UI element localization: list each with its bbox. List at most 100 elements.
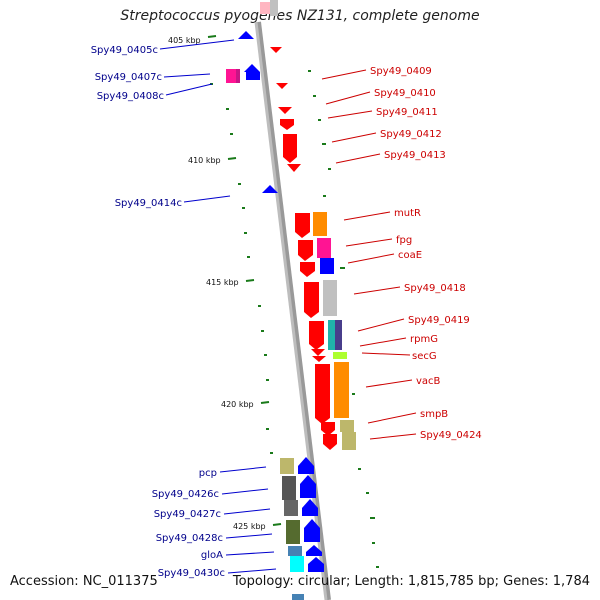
gene-spy49-0430c[interactable] [290,556,304,572]
gene-mutr-orange [313,212,327,236]
gene-label-vacb[interactable]: vacB [416,376,441,387]
gc-marker [323,195,326,197]
gene-pcp[interactable] [280,458,294,474]
tick-mark [207,35,217,38]
gene-label-spy49-0409[interactable]: Spy49_0409 [370,66,432,77]
gene-label-spy49-0410[interactable]: Spy49_0410 [374,88,436,99]
leader-line [369,433,417,440]
gene-spy49-0410[interactable] [276,83,288,89]
gene-label-spy49-0418[interactable]: Spy49_0418 [404,283,466,294]
gene-spy49-0414c[interactable] [262,185,278,193]
tick-label: 420 kbp [221,400,254,409]
gene-label-spy49-0414c[interactable]: Spy49_0414c [115,198,182,209]
tick-mark [227,157,237,160]
gene-vacb[interactable] [315,364,330,424]
gene-spy49-0424-khaki [342,432,356,450]
gene-spy49-0409[interactable] [270,47,282,53]
leader-line [183,195,231,203]
gene-label-spy49-0430c[interactable]: Spy49_0430c [158,568,225,579]
gene-label-spy49-0407c[interactable]: Spy49_0407c [95,72,162,83]
gene-label-gloa[interactable]: gloA [201,550,223,561]
gc-marker [366,492,369,494]
gene-label-fpg[interactable]: fpg [396,235,412,246]
gene-pcp-arrow [298,457,314,474]
gene-secg-green [333,352,347,359]
gene-rpmg[interactable] [311,349,325,356]
gene-coae[interactable] [300,262,315,277]
gene-label-smpb[interactable]: smpB [420,409,448,420]
gc-markers [210,70,379,568]
gene-coae-blue [320,258,334,274]
leader-line [365,379,413,388]
left-leaders [159,39,277,574]
gene-spy49-0411[interactable] [278,107,292,114]
gene-spy49-0430c-arrow [308,557,324,572]
gene-label-rpmg[interactable]: rpmG [410,334,438,345]
gene-spy49-0428c[interactable] [286,520,300,544]
gc-marker [313,95,316,97]
leader-line [335,153,381,164]
gc-marker [266,379,269,381]
gene-label-spy49-0426c[interactable]: Spy49_0426c [152,489,219,500]
tick-mark [272,523,282,526]
gene-label-spy49-0419[interactable]: Spy49_0419 [408,315,470,326]
gene-secg[interactable] [312,356,326,362]
gene-spy49-0426c[interactable] [282,476,296,500]
gc-marker [328,168,331,170]
gene-label-pcp[interactable]: pcp [199,468,217,479]
gene-label-spy49-0428c[interactable]: Spy49_0428c [156,533,223,544]
leader-line [221,488,269,495]
gene-spy49-0408c[interactable] [244,64,260,72]
leader-line [353,286,401,295]
gene-label-spy49-0405c[interactable]: Spy49_0405c [91,45,158,56]
gc-marker [266,428,269,430]
gene-label-spy49-0412[interactable]: Spy49_0412 [380,129,442,140]
tick-label: 425 kbp [233,522,266,531]
gene-spy49-0419-navy [335,320,342,350]
gene-spy49-0413[interactable] [283,134,297,163]
leader-line [361,352,411,356]
tick-mark [260,401,270,404]
gene-label-mutr[interactable]: mutR [394,208,421,219]
gc-marker [226,108,229,110]
gene-top-pink [260,2,270,14]
gc-marker [264,354,267,356]
leader-line [223,508,271,515]
gene-spy49-0419[interactable] [309,321,324,350]
gene-label-secg[interactable]: secG [412,351,437,362]
gene-spy49-0418[interactable] [304,282,319,318]
leader-line [345,238,393,247]
gene-label-coae[interactable]: coaE [398,250,422,261]
gc-marker [247,256,250,258]
gene-smpb-khaki [340,420,354,432]
gene-label-spy49-0411[interactable]: Spy49_0411 [376,107,438,118]
gene-smpb[interactable] [321,422,335,436]
gene-fpg[interactable] [298,240,313,261]
gc-marker [370,517,375,519]
gene-label-spy49-0413[interactable]: Spy49_0413 [384,150,446,161]
gene-mutr[interactable] [295,213,310,238]
leader-line [325,91,371,105]
gc-marker [230,133,233,135]
gene-label-spy49-0427c[interactable]: Spy49_0427c [154,509,221,520]
gene-label-spy49-0424[interactable]: Spy49_0424 [420,430,482,441]
leader-line [225,533,273,539]
leader-line [227,568,277,574]
gene-spy49-0419-teal [328,320,335,350]
gene-gloa[interactable] [288,546,302,556]
forward-features [260,0,356,600]
gene-spy49-0412[interactable] [280,119,294,130]
kbp-ticks: 405 kbp 410 kbp 415 kbp 420 kbp 425 kbp [168,35,282,531]
gene-label-spy49-0408c[interactable]: Spy49_0408c [97,91,164,102]
leader-line [343,211,391,221]
leader-line [367,412,417,424]
gene-spy49-0427c[interactable] [284,500,298,516]
leader-line [163,73,211,78]
gc-marker [376,566,379,568]
gene-spy49-0405c[interactable] [238,31,254,39]
leader-line [359,337,407,347]
gene-spy49-0408c-body[interactable] [246,72,260,80]
gc-marker [340,267,345,269]
gene-spy49-0424[interactable] [323,434,337,450]
